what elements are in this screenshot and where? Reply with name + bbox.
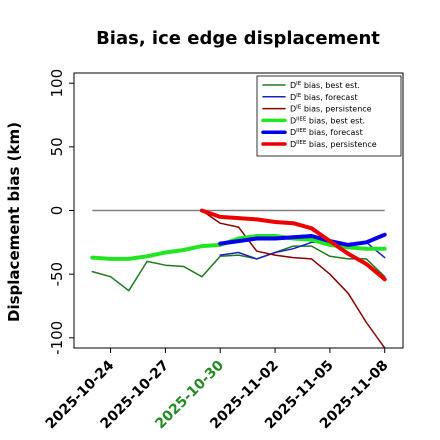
series-layer [90,208,387,348]
legend-entry: DIIEE bias, forecast [290,128,363,137]
series-line-3 [201,209,386,348]
legend-entry: DIE bias, forecast [290,93,358,102]
series-line-5 [218,232,387,247]
legend: DIE bias, best est. DIE bias, forecast DIE… [256,75,402,157]
series-line-6 [199,208,387,282]
series-line-1 [91,245,386,292]
legend-entry: DIIEE bias, persistence [290,140,377,149]
legend-entry: DIE bias, persistence [290,105,372,114]
legend-entry: DIE bias, best est. [290,81,360,90]
y-axis-label: Displacement bias (km) [5,122,23,322]
y-tick-label: 0 [48,206,66,216]
y-tick-label: -50 [48,262,66,287]
y-tick-label: -100 [48,321,66,355]
y-tick-label: 50 [48,137,66,156]
y-tick-label: 100 [48,69,66,98]
chart-title: Bias, ice edge displacement [96,28,380,49]
legend-entry: DIIEE bias, best est. [290,116,365,125]
x-axis-ticks: 2025-10-242025-10-272025-10-302025-11-02… [43,348,392,432]
y-axis-ticks: 100 50 0 -50 -100 [48,69,74,355]
